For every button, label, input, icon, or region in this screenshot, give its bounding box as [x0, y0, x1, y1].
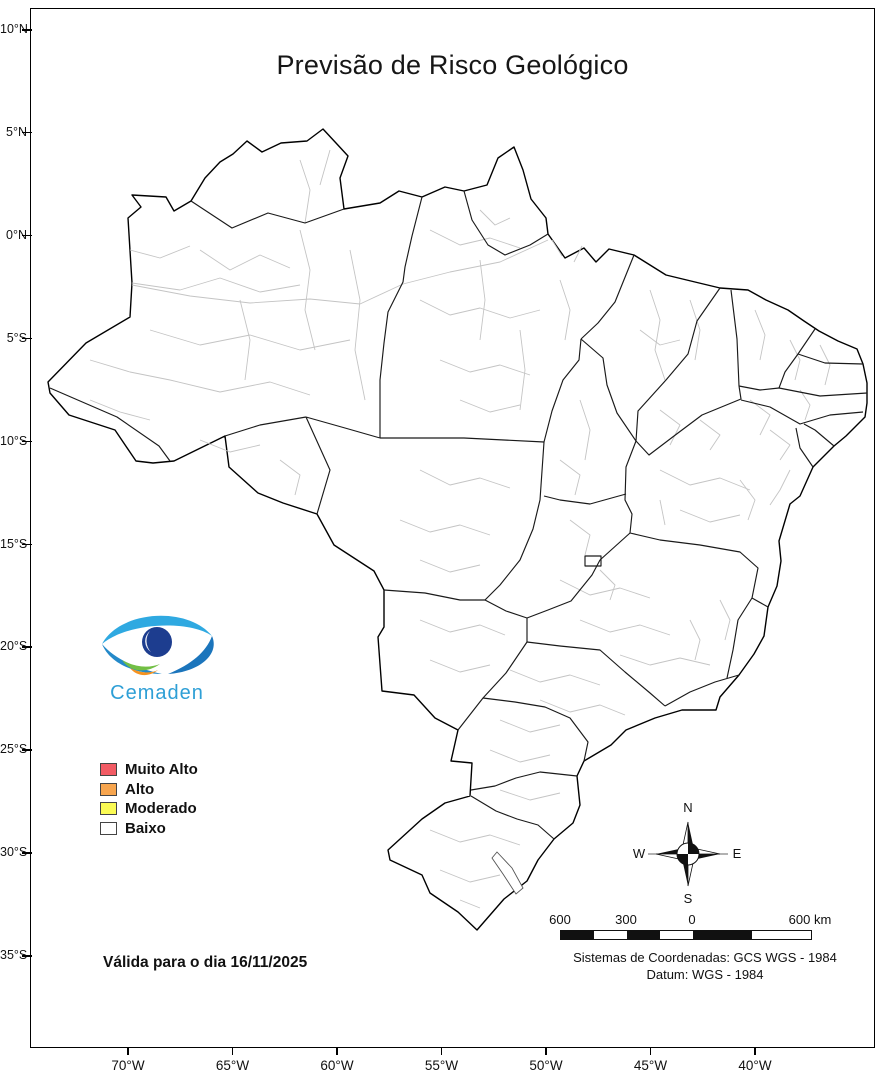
lon-tick-mark [440, 1048, 443, 1055]
lon-tick-mark [649, 1048, 652, 1055]
scalebar-segment [561, 931, 594, 939]
legend-swatch [100, 782, 117, 796]
cemaden-logo: Cemaden [92, 602, 222, 705]
scalebar-segment [594, 931, 627, 939]
legend-label: Moderado [125, 800, 197, 818]
scalebar-segment [660, 931, 693, 939]
legend-item: Alto [100, 780, 198, 800]
legend-item: Muito Alto [100, 760, 198, 780]
scalebar-segment [627, 931, 660, 939]
lon-tick-label: 70°W [111, 1058, 145, 1073]
map-title: Previsão de Risco Geológico [276, 50, 629, 80]
lat-tick-mark [22, 440, 32, 443]
legend-swatch [100, 821, 117, 835]
compass-west-label: W [633, 846, 646, 861]
scalebar-label: 600 km [788, 912, 832, 927]
lat-tick-label: 0°N [6, 227, 27, 242]
lon-tick-mark [545, 1048, 547, 1055]
lat-tick-mark [22, 955, 32, 957]
lon-tick-label: 45°W [633, 1058, 668, 1073]
lon-tick-label: 50°W [529, 1058, 563, 1073]
scalebar-label: 600 [549, 912, 571, 927]
lat-tick-label: 25°S [0, 742, 28, 757]
lat-tick-mark [22, 337, 32, 340]
lat-tick-label: 15°S [0, 536, 28, 551]
scalebar: 600 300 0 600 km [549, 912, 860, 948]
lat-tick-label: 10°N [0, 22, 28, 36]
cemaden-wordmark: Cemaden [110, 682, 204, 704]
lat-tick-mark [22, 234, 32, 237]
crs-note: Sistemas de Coordenadas: GCS WGS - 1984 … [545, 950, 865, 984]
scalebar-segment [752, 931, 811, 939]
lat-tick-label: 5°S [6, 330, 27, 345]
lat-tick-mark [22, 852, 32, 854]
lon-tick-mark [127, 1048, 129, 1055]
legend-label: Baixo [125, 819, 166, 837]
legend-swatch [100, 763, 117, 777]
lon-tick-label: 55°W [424, 1058, 459, 1073]
cemaden-eye-icon [102, 615, 214, 676]
lat-tick-mark [22, 749, 32, 751]
lat-tick-label: 10°S [0, 433, 28, 448]
legend-label: Muito Alto [125, 761, 198, 779]
map-frame [30, 8, 875, 1048]
lat-tick-mark [22, 646, 32, 648]
legend-swatch [100, 802, 117, 816]
lat-tick-mark [22, 131, 32, 134]
lat-tick-label: 30°S [0, 845, 28, 860]
lat-tick-mark [22, 29, 32, 31]
compass-south-label: S [684, 891, 693, 906]
scalebar-bar [560, 930, 812, 940]
lon-tick-label: 60°W [320, 1058, 354, 1073]
lon-tick-label: 40°W [738, 1058, 772, 1073]
scalebar-segment [693, 931, 752, 939]
lat-tick-label: 5°N [6, 124, 27, 139]
compass-east-label: E [733, 846, 742, 861]
lon-tick-mark [336, 1048, 338, 1055]
crs-line1: Sistemas de Coordenadas: GCS WGS - 1984 [573, 950, 837, 965]
scalebar-label: 300 [615, 912, 637, 927]
legend-label: Alto [125, 780, 155, 798]
lat-tick-label: 35°S [0, 948, 28, 963]
crs-line2: Datum: WGS - 1984 [646, 966, 764, 982]
lon-tick-mark [754, 1048, 756, 1055]
lon-tick-label: 65°W [215, 1058, 250, 1073]
lat-tick-label: 20°S [0, 639, 28, 654]
lat-tick-mark [22, 543, 32, 546]
compass-rose-icon: N S W E [633, 800, 742, 906]
legend-item: Moderado [100, 799, 198, 819]
compass-north-label: N [683, 800, 692, 815]
legend-item: Baixo [100, 819, 198, 839]
validity-note: Válida para o dia 16/11/2025 [103, 954, 308, 971]
lon-tick-mark [231, 1048, 234, 1055]
legend: Muito Alto Alto Moderado Baixo [100, 760, 198, 838]
scalebar-label: 0 [688, 912, 696, 927]
